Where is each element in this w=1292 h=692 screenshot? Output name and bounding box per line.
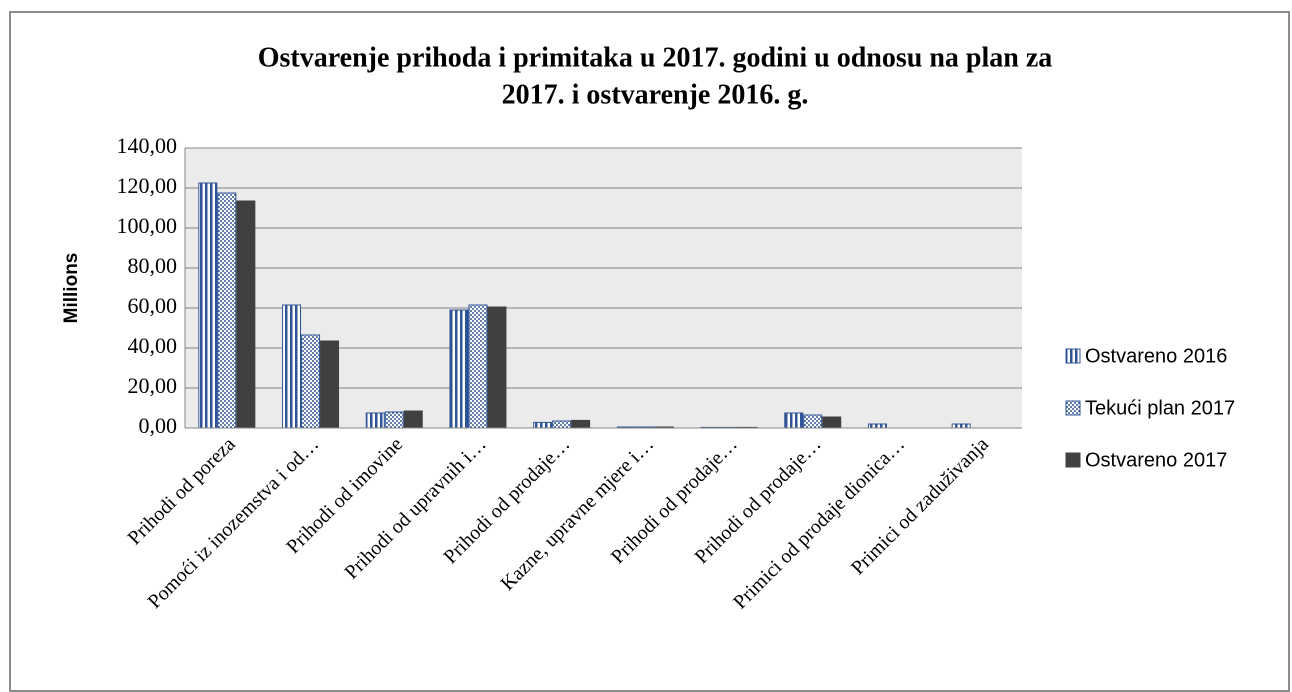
- bar: [867, 423, 887, 429]
- bar: [198, 182, 218, 429]
- y-tick-label: 20,00: [128, 373, 178, 398]
- legend-label: Tekući plan 2017: [1085, 397, 1235, 419]
- legend-label: Ostvareno 2017: [1085, 449, 1227, 471]
- bar: [487, 306, 507, 429]
- legend-swatch: [1065, 348, 1081, 364]
- bar: [384, 411, 404, 429]
- bar: [320, 340, 340, 429]
- legend-swatch: [1065, 452, 1081, 468]
- legend-swatch: [1065, 400, 1081, 416]
- chart-title: Ostvarenje prihoda i primitaka u 2017. g…: [258, 42, 1053, 73]
- bar: [571, 419, 591, 429]
- bar: [533, 421, 553, 429]
- bar: [365, 412, 385, 429]
- y-tick-label: 120,00: [117, 173, 178, 198]
- y-tick-label: 140,00: [117, 133, 178, 158]
- bar: [822, 416, 842, 429]
- bar: [217, 192, 237, 429]
- y-tick-label: 60,00: [128, 293, 178, 318]
- y-tick-label: 0,00: [139, 413, 178, 438]
- y-axis-label: Millions: [61, 253, 82, 324]
- bar: [784, 412, 804, 429]
- bar: [403, 410, 423, 429]
- bar: [803, 414, 823, 429]
- y-tick-label: 40,00: [128, 333, 178, 358]
- bar: [282, 304, 302, 429]
- bar: [236, 200, 256, 429]
- y-tick-label: 80,00: [128, 253, 178, 278]
- bar: [552, 420, 572, 429]
- bar: [301, 334, 321, 429]
- bar: [468, 304, 488, 429]
- bar: [951, 423, 971, 429]
- legend-label: Ostvareno 2016: [1085, 345, 1227, 367]
- chart-title: 2017. i ostvarenje 2016. g.: [502, 79, 809, 110]
- bar: [449, 309, 469, 429]
- y-tick-label: 100,00: [117, 213, 178, 238]
